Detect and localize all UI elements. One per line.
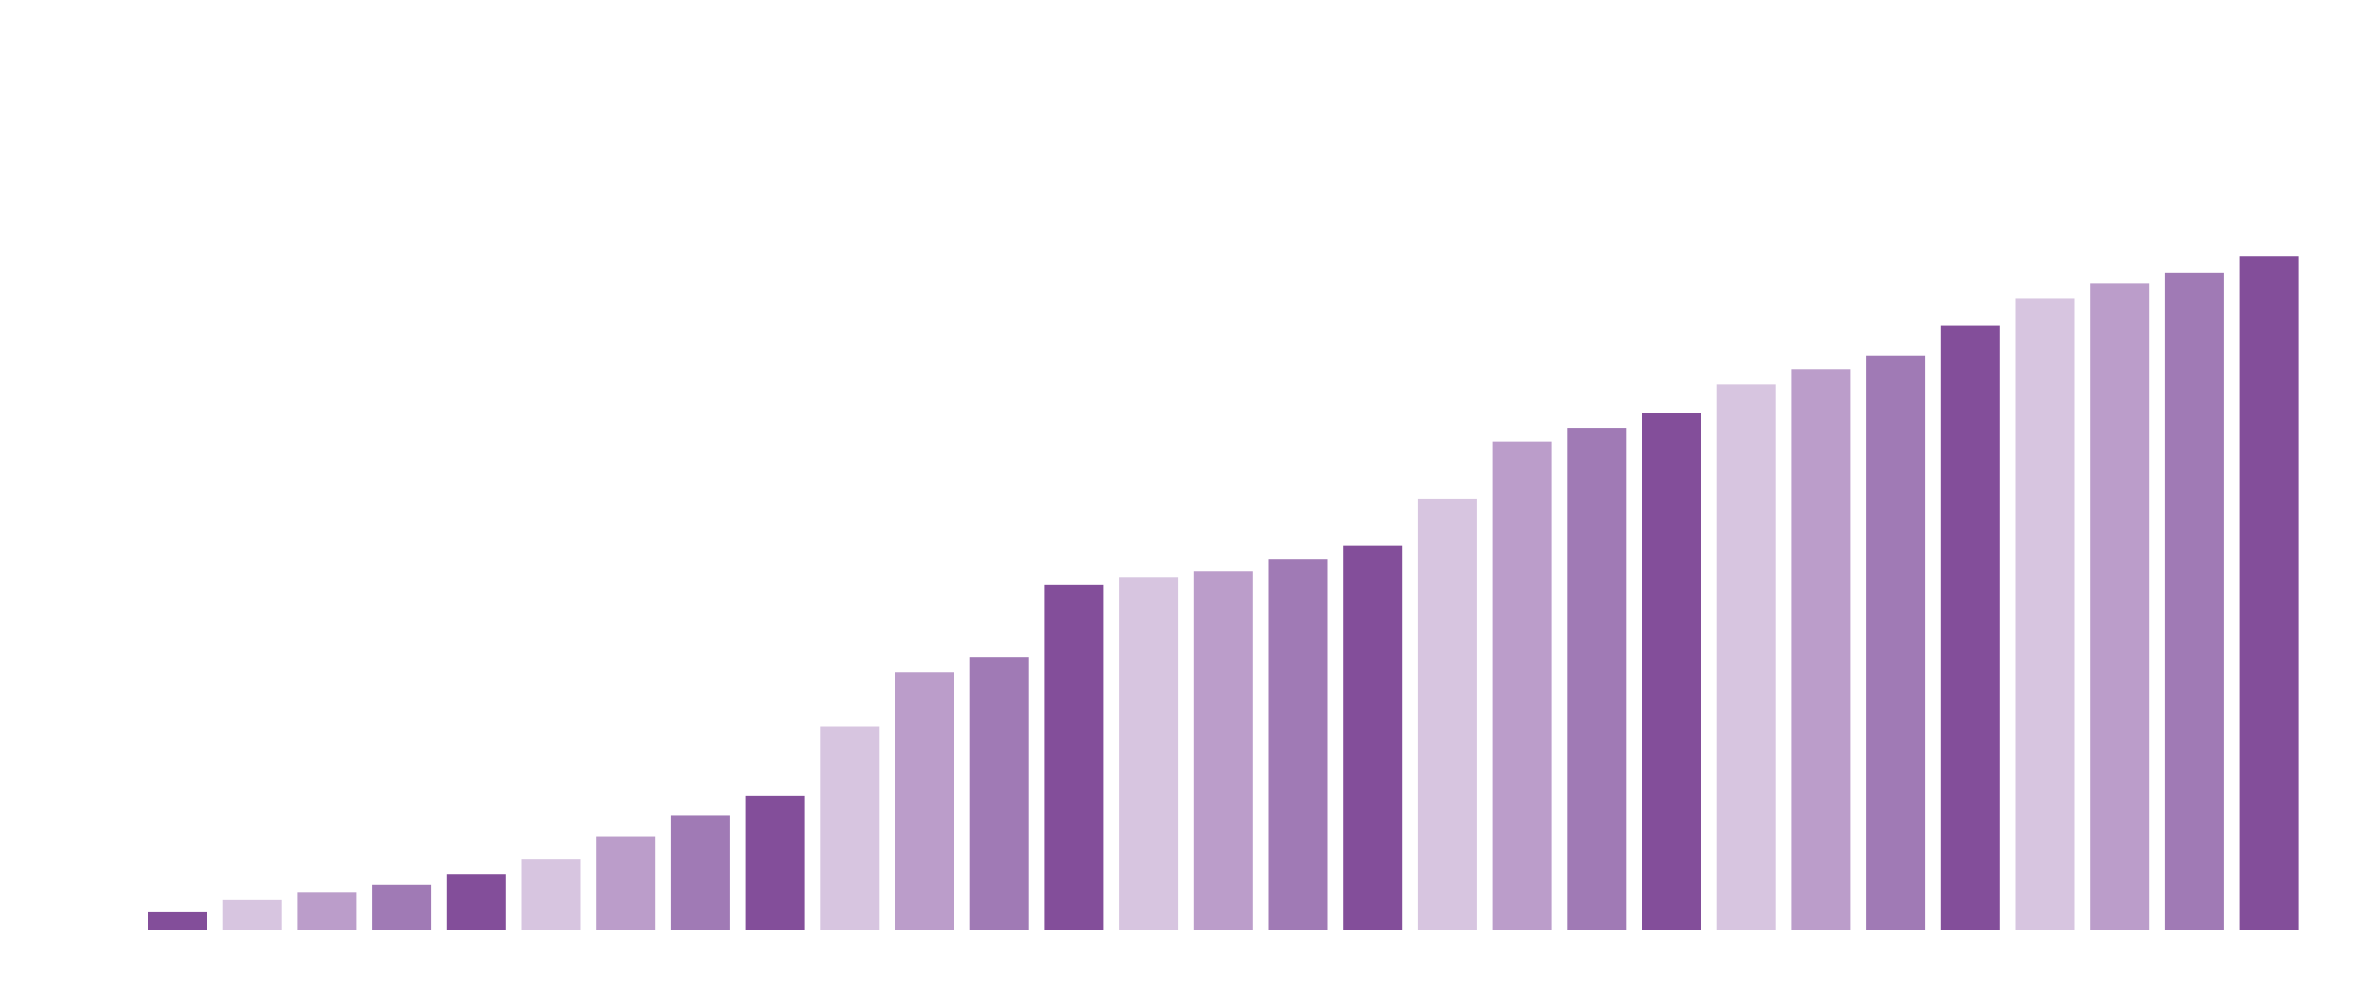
bar xyxy=(820,726,880,930)
bar xyxy=(1193,571,1253,930)
bar xyxy=(1567,428,1627,930)
bar xyxy=(446,874,506,930)
bar xyxy=(1417,498,1477,930)
bar xyxy=(596,836,656,930)
bar xyxy=(2239,256,2299,930)
bar xyxy=(2090,283,2150,930)
bar xyxy=(1940,325,2000,930)
bar xyxy=(1268,559,1328,930)
bar xyxy=(1642,412,1701,930)
bar xyxy=(521,859,581,930)
bar xyxy=(2015,298,2075,930)
bar xyxy=(1343,545,1403,930)
bar xyxy=(1791,369,1851,930)
bar xyxy=(148,911,207,930)
bar xyxy=(1119,577,1179,930)
bar xyxy=(745,795,805,930)
bar xyxy=(222,899,282,930)
bar xyxy=(670,815,730,930)
bar xyxy=(1492,441,1552,930)
bar xyxy=(297,892,357,930)
bar xyxy=(1866,355,1926,931)
bar xyxy=(895,672,954,930)
bar xyxy=(1716,384,1776,930)
bar xyxy=(969,657,1029,930)
bar xyxy=(372,884,432,930)
bar xyxy=(2164,272,2224,931)
bar xyxy=(1044,584,1104,930)
